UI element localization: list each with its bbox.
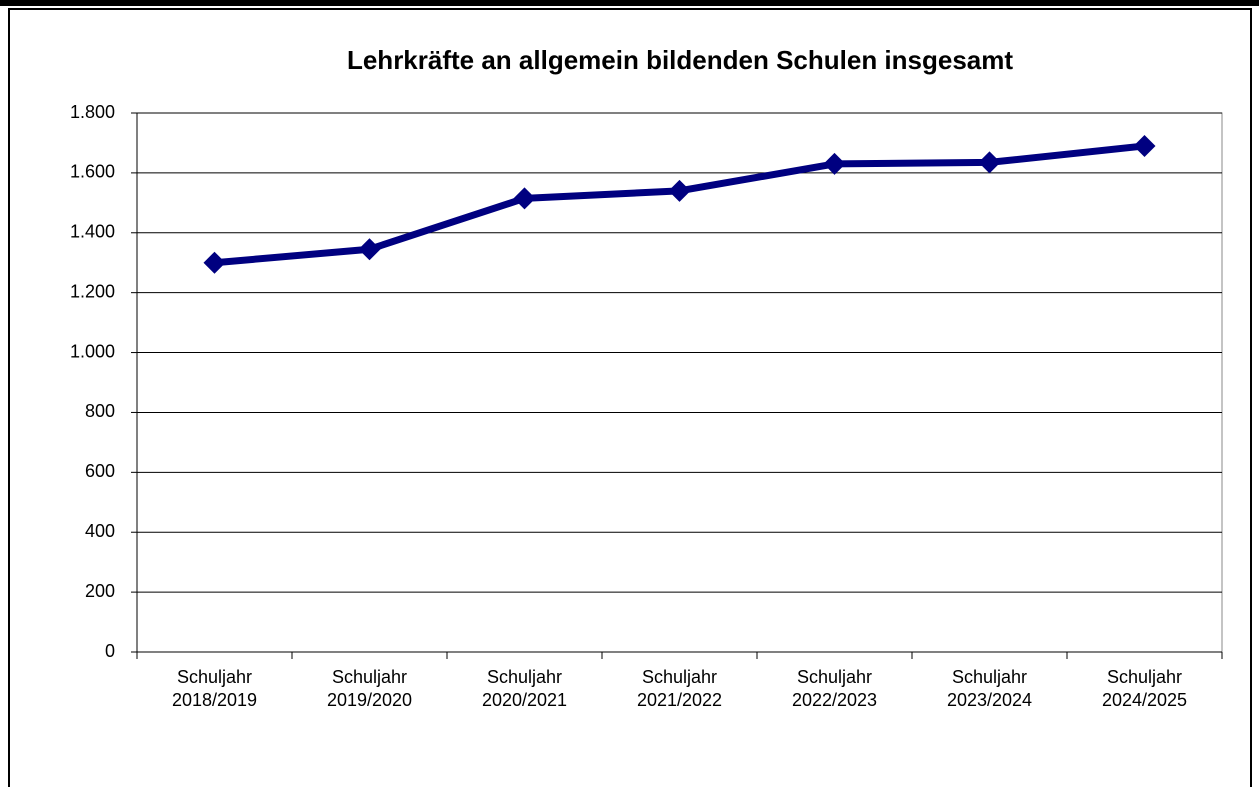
- y-tick-label: 1.600: [70, 162, 115, 182]
- marker: [358, 238, 381, 261]
- x-tick-label: Schuljahr 2022/2023: [792, 667, 877, 710]
- chart-frame: [8, 8, 1252, 787]
- marker: [203, 251, 226, 274]
- y-tick-label: 1.800: [70, 102, 115, 122]
- y-tick-label: 600: [85, 461, 115, 481]
- marker: [823, 152, 846, 175]
- marker: [513, 187, 536, 210]
- y-tick-label: 1.400: [70, 222, 115, 242]
- y-tick-label: 200: [85, 581, 115, 601]
- x-tick-label: Schuljahr 2021/2022: [637, 667, 722, 710]
- y-tick-label: 1.200: [70, 281, 115, 301]
- marker: [978, 151, 1001, 174]
- y-tick-label: 0: [105, 641, 115, 661]
- line: [214, 142, 1145, 267]
- x-tick-label: Schuljahr 2019/2020: [327, 667, 412, 710]
- x-tick-label: Schuljahr 2020/2021: [482, 667, 567, 710]
- y-tick-label: 1.000: [70, 341, 115, 361]
- top-border: [0, 0, 1259, 6]
- x-tick-label: Schuljahr 2018/2019: [172, 667, 257, 710]
- y-tick-label: 400: [85, 521, 115, 541]
- x-tick-label: Schuljahr 2024/2025: [1102, 667, 1187, 710]
- y-tick-label: 800: [85, 401, 115, 421]
- chart-title: Lehrkräfte an allgemein bildenden Schule…: [347, 45, 1013, 75]
- marker: [668, 179, 691, 202]
- marker: [1133, 134, 1156, 157]
- x-tick-label: Schuljahr 2023/2024: [947, 667, 1032, 710]
